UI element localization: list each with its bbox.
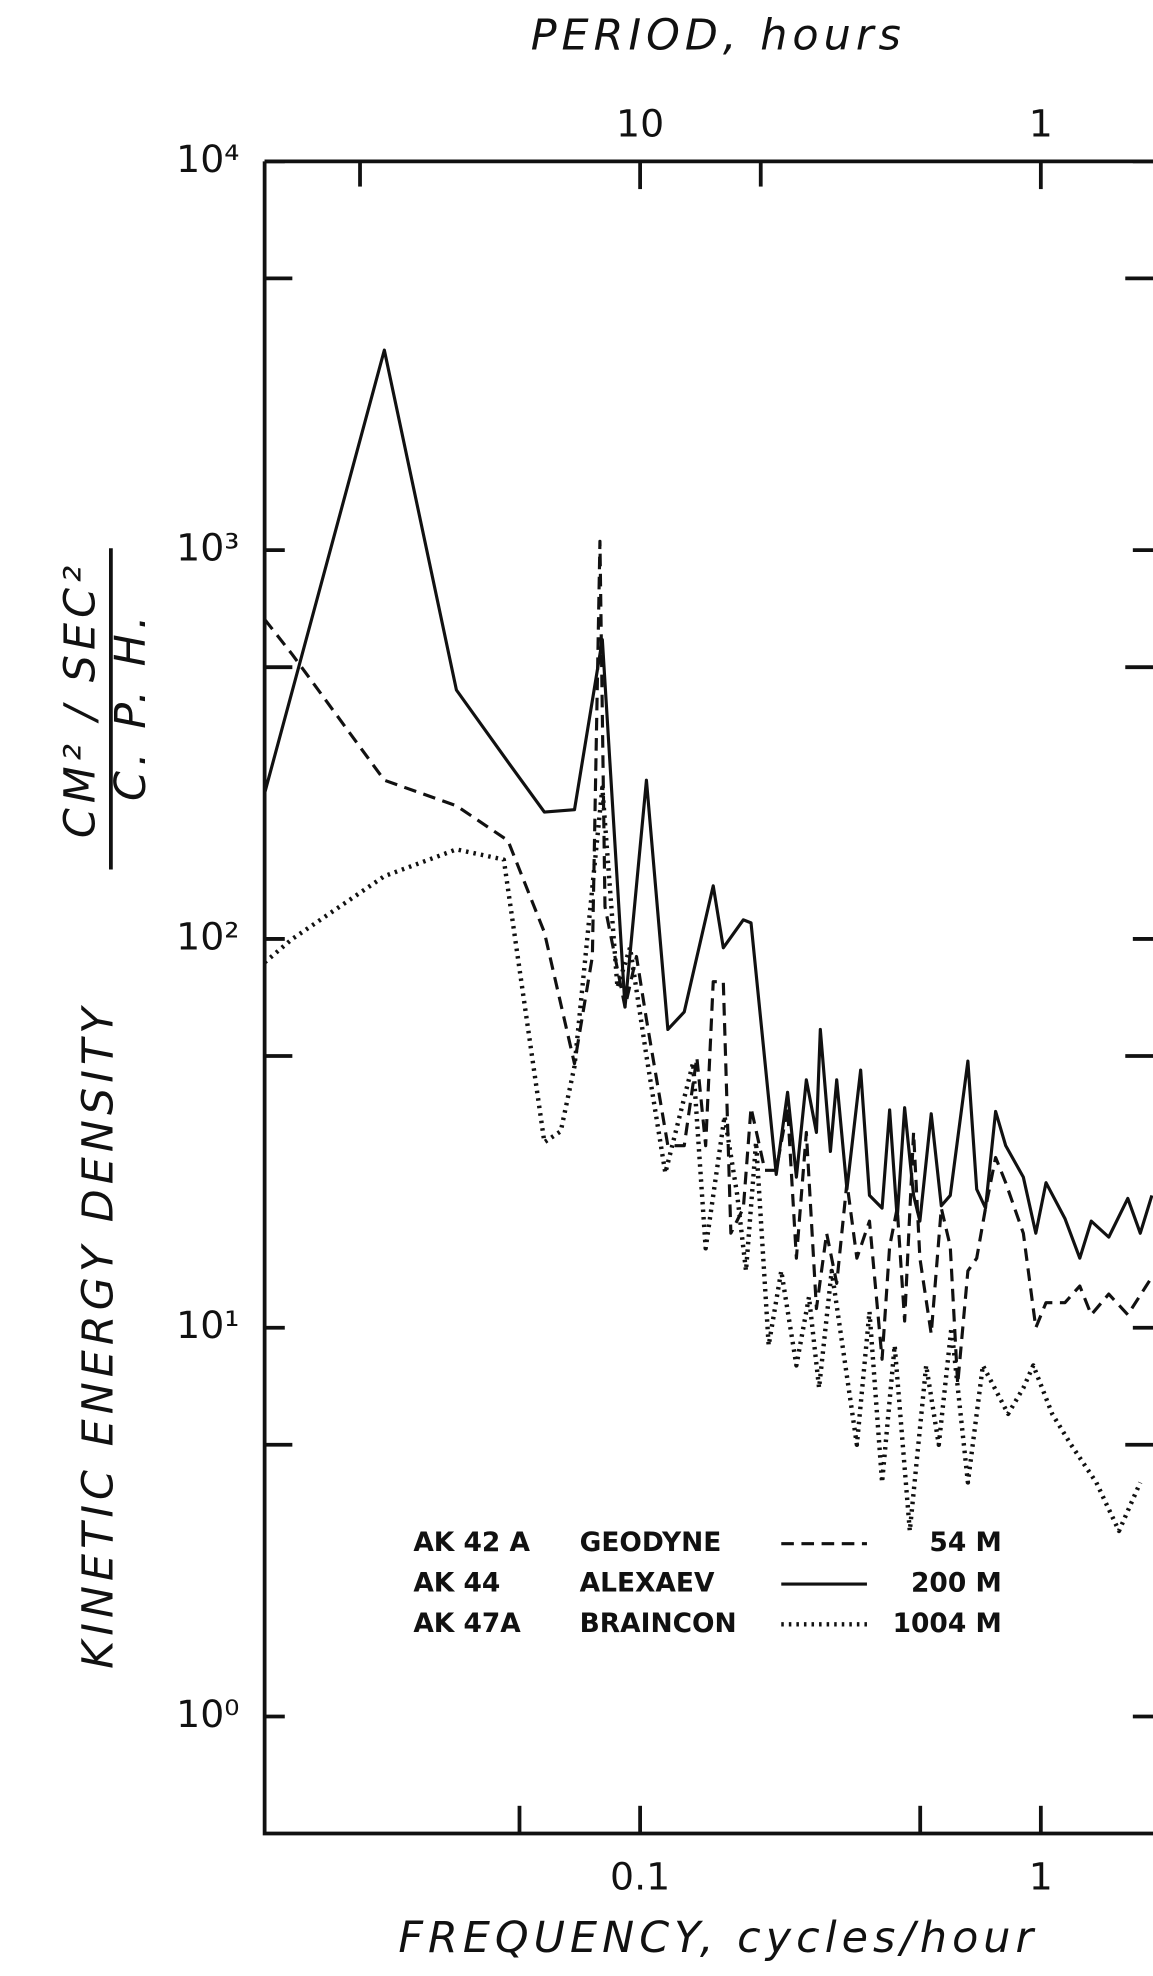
top-tick-label: 1 [1029,102,1053,146]
legend-station: AK 42 A [413,1527,530,1558]
x-tick-label: 0.1 [610,1854,670,1898]
legend-name: ALEXAEV [580,1568,715,1599]
legend-depth: 54 M [929,1527,1001,1558]
x-axis-label: FREQUENCY, cycles/hour [398,1913,1038,1963]
axis-frame [262,159,1153,1836]
top-axis-label: PERIOD, hours [531,10,906,60]
y-tick-label: 10¹ [176,1303,239,1347]
x-tick-label: 1 [1029,1854,1053,1898]
legend-name: BRAINCON [580,1608,737,1639]
legend-station: AK 44 [413,1568,500,1599]
y-tick-label: 10² [176,914,239,958]
top-tick-label: 10 [616,102,664,146]
y-axis-label: KINETIC ENERGY DENSITY [73,1003,123,1669]
legend-station: AK 47A [413,1608,521,1639]
y-unit-top: CM² / SEC² [56,561,106,838]
y-tick-label: 10³ [176,526,239,570]
legend-depth: 200 M [911,1568,1002,1599]
legend-depth: 1004 M [893,1608,1002,1639]
series-line [263,785,1143,1534]
y-tick-label: 10⁰ [176,1692,239,1736]
legend-name: GEODYNE [580,1527,722,1558]
y-unit-bottom: C. P. H. [106,611,156,801]
series-line [263,348,1153,1260]
series-line [263,539,1153,1386]
y-tick-label: 10⁴ [176,137,239,181]
